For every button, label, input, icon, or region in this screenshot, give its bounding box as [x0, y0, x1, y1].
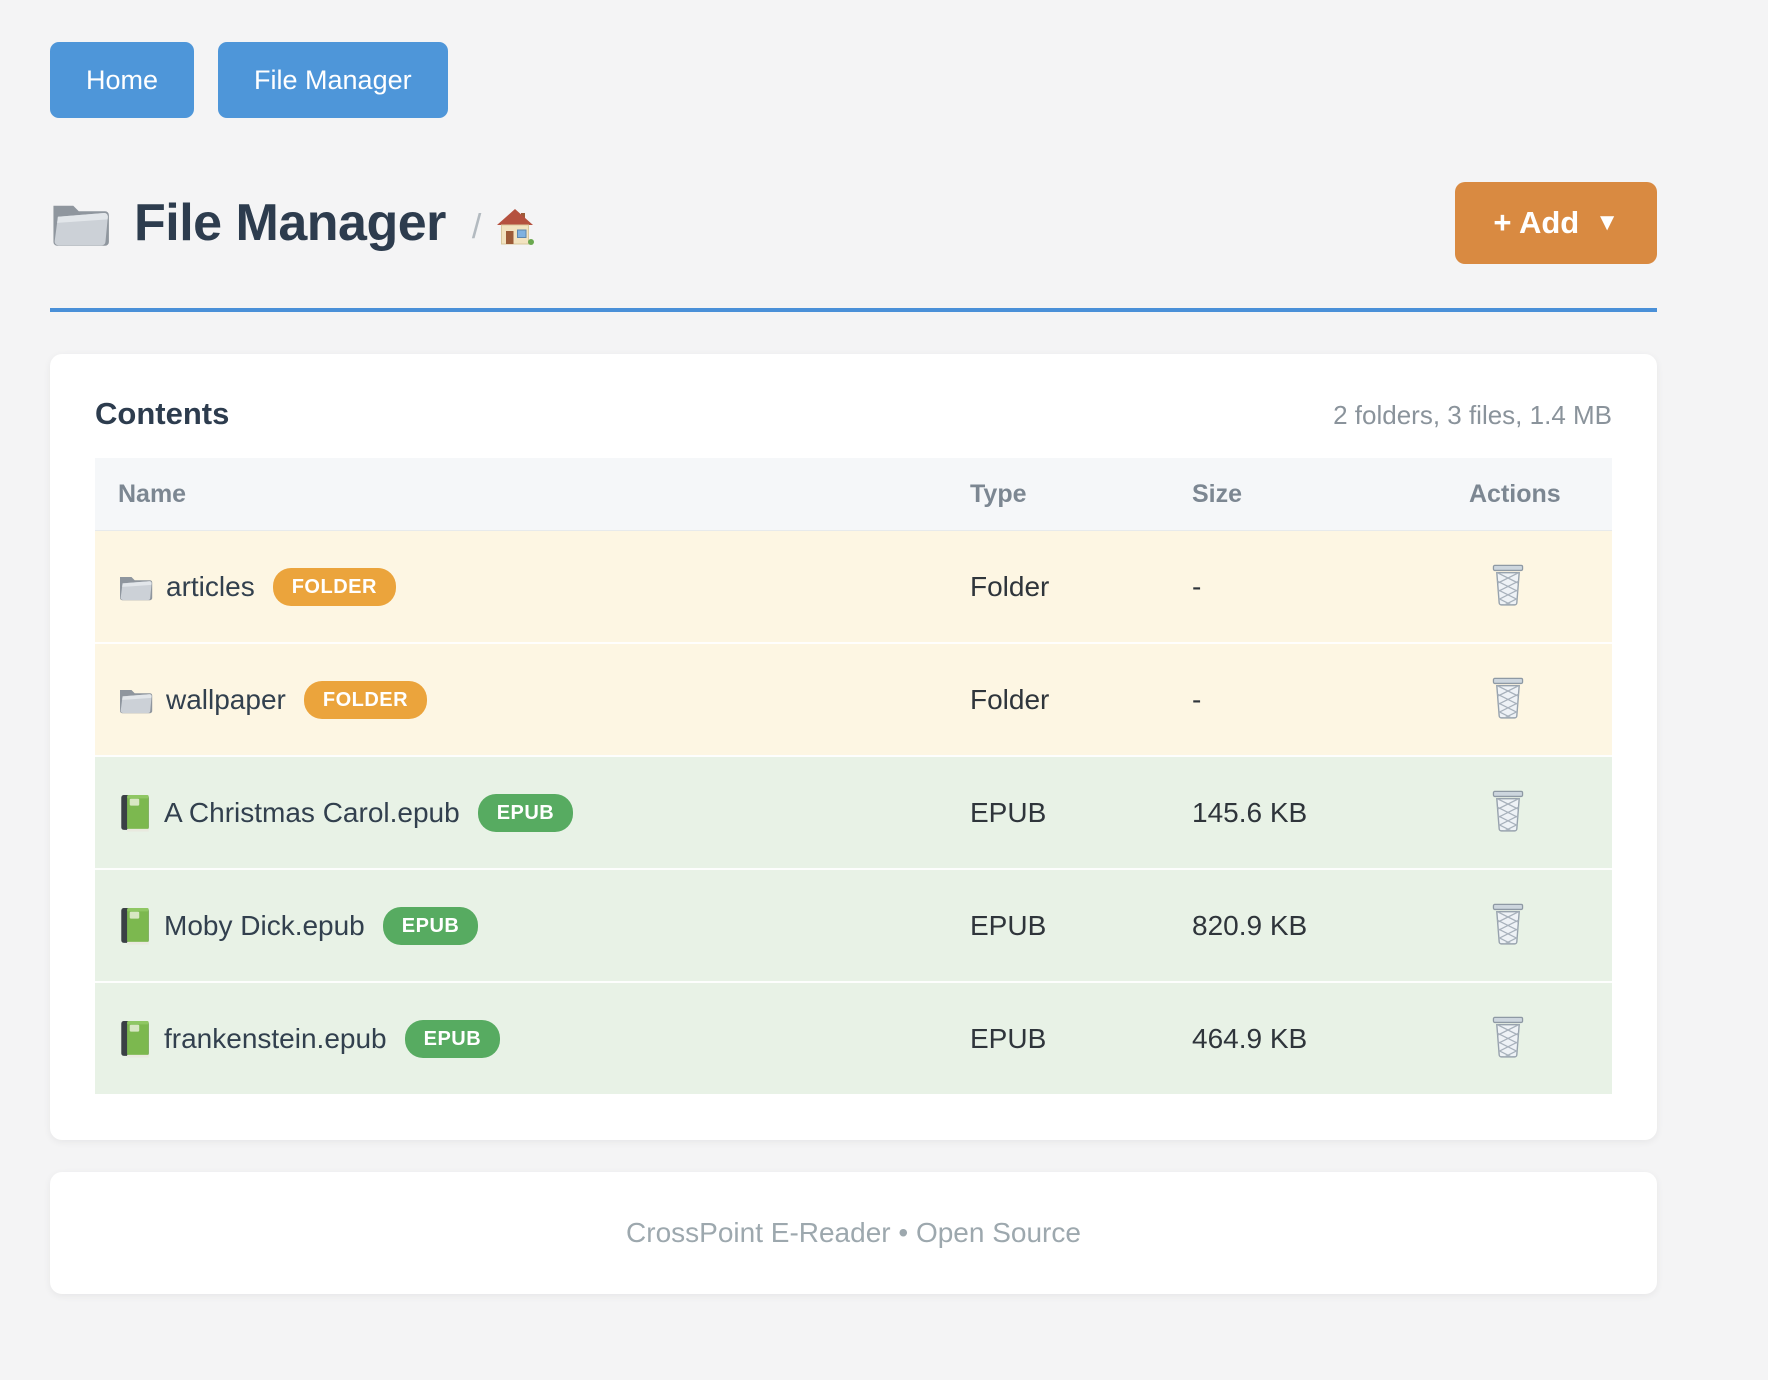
file-type: EPUB — [970, 1022, 1047, 1054]
folder-title-icon — [50, 197, 112, 249]
book-icon — [118, 1020, 152, 1058]
contents-card: Contents 2 folders, 3 files, 1.4 MB Name… — [50, 354, 1657, 1140]
home-nav-button[interactable]: Home — [50, 42, 195, 118]
file-manager-nav-button[interactable]: File Manager — [218, 42, 448, 118]
caret-down-icon: ▼ — [1595, 209, 1619, 236]
trash-icon — [1491, 1016, 1525, 1058]
footer-card: CrossPoint E-Reader • Open Source — [50, 1172, 1657, 1294]
file-size: - — [1192, 683, 1202, 715]
column-header-size: Size — [1192, 479, 1243, 508]
column-header-type: Type — [970, 479, 1027, 508]
add-button[interactable]: + Add ▼ — [1455, 182, 1657, 264]
column-header-actions: Actions — [1469, 479, 1561, 508]
folder-icon — [118, 685, 154, 715]
trash-icon — [1491, 677, 1525, 719]
file-size: 145.6 KB — [1192, 796, 1308, 828]
book-icon — [118, 907, 152, 945]
page-header: File Manager / + Add ▼ — [50, 182, 1657, 264]
file-size: 820.9 KB — [1192, 909, 1308, 941]
trash-icon — [1491, 564, 1525, 606]
breadcrumb-separator: / — [471, 207, 482, 246]
contents-summary: 2 folders, 3 files, 1.4 MB — [1333, 400, 1612, 430]
table-header: Name Type Size Actions — [95, 458, 1612, 531]
delete-button[interactable] — [1487, 560, 1529, 610]
delete-button[interactable] — [1487, 786, 1529, 836]
file-size: - — [1192, 570, 1202, 602]
epub-badge: EPUB — [477, 793, 574, 832]
breadcrumb-home[interactable] — [495, 208, 535, 249]
footer-text: CrossPoint E-Reader • Open Source — [626, 1217, 1081, 1248]
file-table: Name Type Size Actions articles FOLDER F… — [95, 458, 1612, 1094]
trash-icon — [1491, 790, 1525, 832]
column-header-name: Name — [118, 479, 187, 508]
epub-badge: EPUB — [404, 1019, 501, 1058]
file-name: Moby Dick.epub — [164, 909, 365, 941]
table-row-frankenstein[interactable]: frankenstein.epub EPUB EPUB 464.9 KB — [95, 981, 1612, 1094]
file-type: EPUB — [970, 909, 1047, 941]
folder-icon — [118, 572, 154, 602]
file-name: frankenstein.epub — [164, 1022, 387, 1054]
file-name: wallpaper — [166, 683, 286, 715]
file-size: 464.9 KB — [1192, 1022, 1308, 1054]
table-row-articles[interactable]: articles FOLDER Folder - — [95, 531, 1612, 642]
table-row-moby-dick[interactable]: Moby Dick.epub EPUB EPUB 820.9 KB — [95, 868, 1612, 981]
contents-heading: Contents — [95, 396, 230, 431]
epub-badge: EPUB — [382, 906, 479, 945]
file-name: articles — [166, 570, 255, 602]
file-type: Folder — [970, 683, 1050, 715]
file-type: Folder — [970, 570, 1050, 602]
add-button-label: + Add — [1493, 205, 1580, 240]
book-icon — [118, 794, 152, 832]
folder-badge: FOLDER — [272, 567, 396, 606]
page-title: File Manager — [134, 194, 446, 252]
delete-button[interactable] — [1487, 899, 1529, 949]
home-icon — [495, 208, 535, 246]
file-name: A Christmas Carol.epub — [164, 796, 460, 828]
delete-button[interactable] — [1487, 1012, 1529, 1062]
file-type: EPUB — [970, 796, 1047, 828]
delete-button[interactable] — [1487, 673, 1529, 723]
folder-badge: FOLDER — [303, 680, 428, 719]
top-nav: Home File Manager — [50, 42, 1657, 118]
title-divider — [50, 308, 1657, 312]
trash-icon — [1491, 903, 1525, 945]
table-row-christmas-carol[interactable]: A Christmas Carol.epub EPUB EPUB 145.6 K… — [95, 755, 1612, 868]
table-row-wallpaper[interactable]: wallpaper FOLDER Folder - — [95, 642, 1612, 755]
